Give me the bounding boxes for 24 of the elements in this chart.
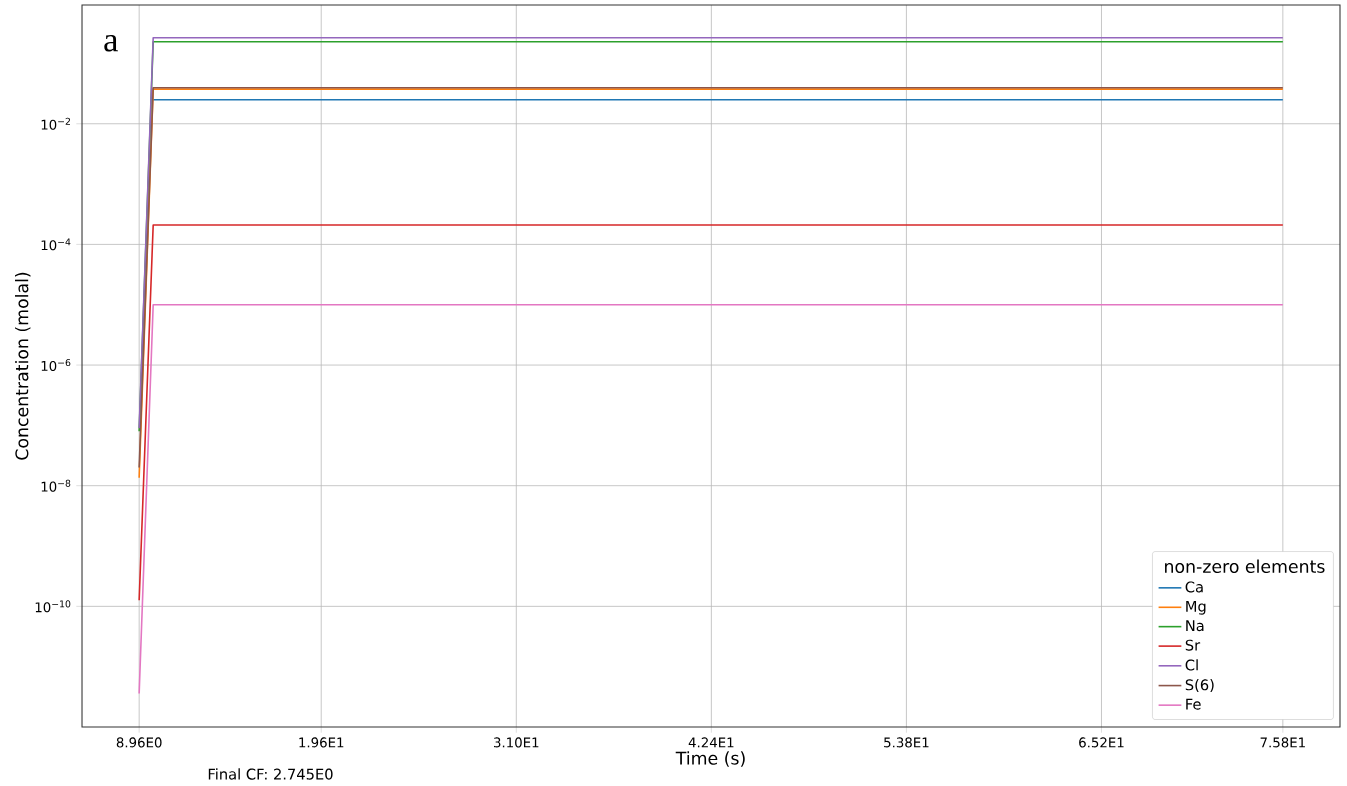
x-tick-label: 7.58E1	[1260, 737, 1305, 748]
y-axis-title: Concentration (molal)	[15, 272, 31, 460]
y-tick-label: 10$^{−6}$	[41, 359, 71, 372]
x-tick-label: 6.52E1	[1079, 737, 1124, 748]
y-tick-label: 10$^{−4}$	[41, 238, 71, 251]
annotation: a	[104, 34, 118, 52]
x-tick-label: 8.96E0	[116, 737, 162, 748]
y-tick-label: 10$^{−8}$	[41, 479, 71, 492]
legend-label: Fe	[1186, 698, 1201, 710]
y-tick-label: 10$^{−10}$	[35, 600, 71, 613]
legend-label: S(6)	[1185, 679, 1214, 693]
x-axis-title: Time (s)	[675, 751, 745, 767]
legend-label: Sr	[1185, 639, 1201, 651]
x-tick-label: 4.24E1	[688, 737, 734, 748]
legend-label: Ca	[1185, 581, 1203, 593]
legend-title: non-zero elements	[1165, 559, 1325, 573]
x-tick-label: 5.38E1	[884, 737, 929, 748]
legend-label: Na	[1186, 620, 1204, 632]
y-tick-label: 10$^{−2}$	[41, 117, 70, 130]
x-tick-label: 1.96E1	[299, 737, 344, 748]
legend-label: Cl	[1185, 659, 1198, 671]
legend-label: Mg	[1186, 600, 1206, 615]
text: Final CF: 2.745E0	[208, 768, 333, 780]
x-tick-label: 3.10E1	[494, 737, 539, 748]
